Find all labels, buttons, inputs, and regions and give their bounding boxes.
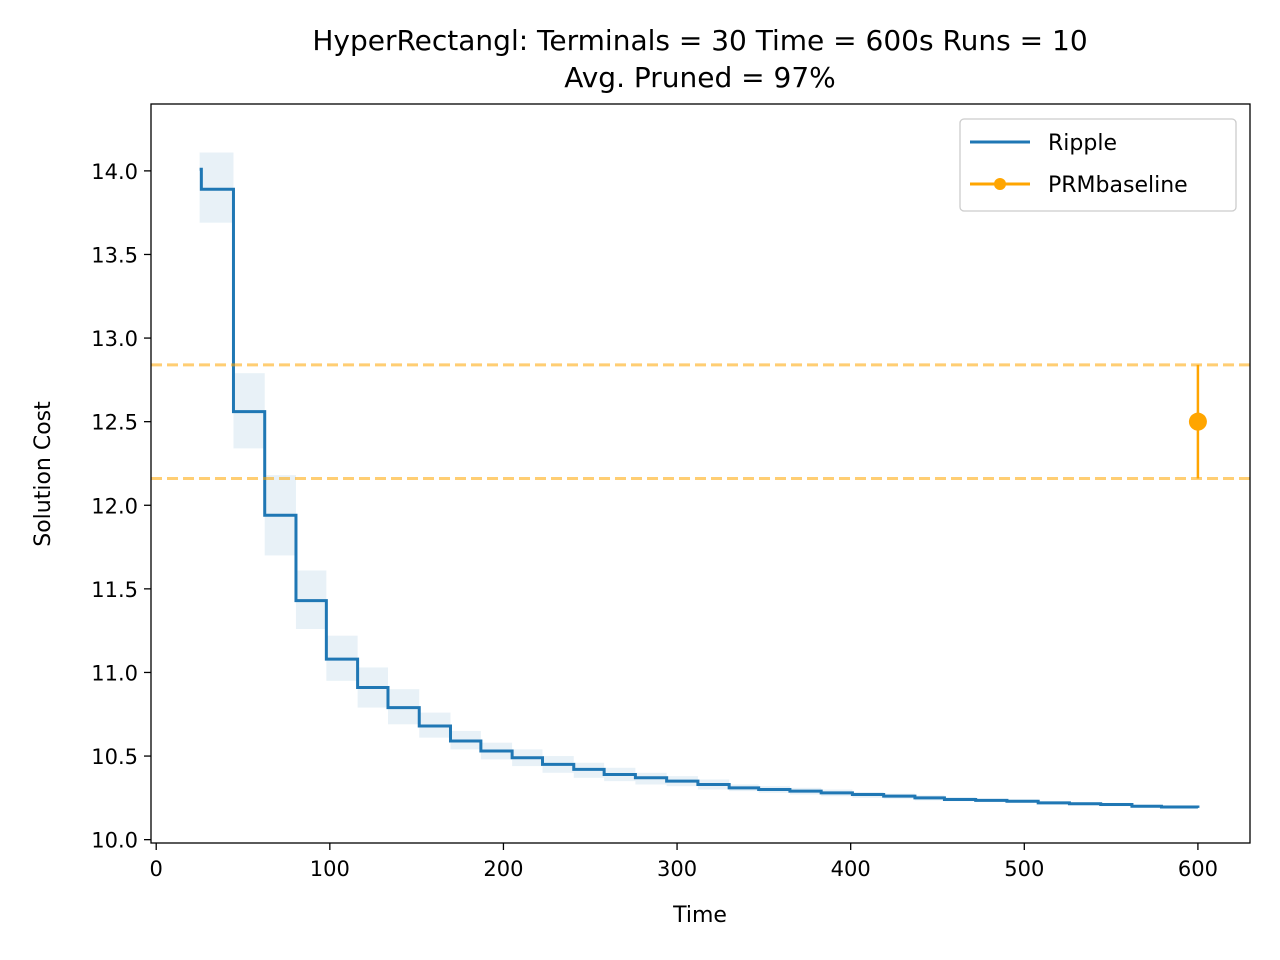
legend-label-ripple: Ripple bbox=[1048, 131, 1117, 156]
x-tick-label: 100 bbox=[310, 857, 350, 881]
x-tick-label: 600 bbox=[1178, 857, 1218, 881]
x-axis-label: Time bbox=[672, 903, 727, 928]
plot-frame bbox=[150, 103, 1251, 844]
y-tick-label: 14.0 bbox=[91, 160, 138, 184]
y-axis-label: Solution Cost bbox=[31, 401, 56, 547]
x-tick-label: 400 bbox=[831, 857, 871, 881]
ripple-line bbox=[199, 167, 1200, 809]
y-tick-label: 12.5 bbox=[91, 411, 138, 435]
ripple-band-segment bbox=[201, 152, 234, 223]
x-tick-label: 300 bbox=[657, 857, 697, 881]
y-tick-label: 11.0 bbox=[91, 661, 138, 685]
axis-ticks: 0 100 200 300 400 500 600 10.0 10.5 11.0 11.5 12.0 1… bbox=[91, 160, 1218, 881]
y-tick-label: 12.0 bbox=[91, 494, 138, 518]
x-tick-label: 500 bbox=[1004, 857, 1044, 881]
y-tick-label: 10.0 bbox=[91, 829, 138, 853]
y-tick-label: 13.0 bbox=[91, 327, 138, 351]
legend-marker-prmbaseline bbox=[994, 178, 1006, 190]
y-tick-label: 10.5 bbox=[91, 745, 138, 769]
chart-subtitle: Avg. Pruned = 97% bbox=[564, 61, 836, 94]
legend: Ripple PRMbaseline bbox=[959, 118, 1237, 212]
legend-label-prmbaseline: PRMbaseline bbox=[1048, 173, 1188, 198]
y-tick-label: 11.5 bbox=[91, 578, 138, 602]
x-tick-label: 200 bbox=[483, 857, 523, 881]
y-tick-label: 13.5 bbox=[91, 243, 138, 267]
plot-area bbox=[151, 152, 1250, 809]
prmbaseline-point bbox=[1188, 412, 1207, 431]
x-tick-label: 0 bbox=[150, 857, 163, 881]
chart-title: HyperRectangl: Terminals = 30 Time = 600… bbox=[312, 24, 1087, 57]
